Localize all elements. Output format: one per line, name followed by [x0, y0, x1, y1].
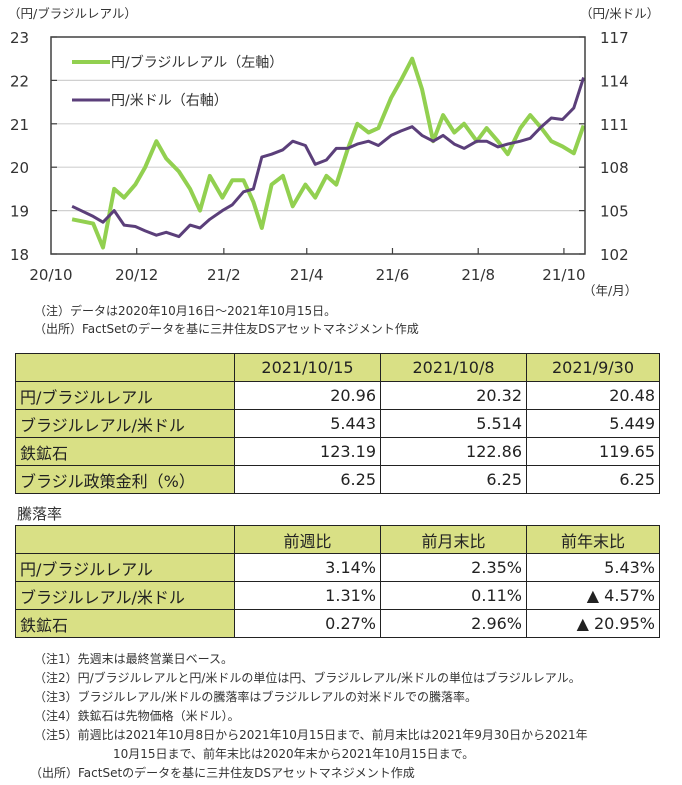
left-axis-ticks: 18 19 20 21 22 23	[10, 29, 57, 264]
cell-value: 2.35%	[380, 553, 527, 582]
right-tick-label: 102	[600, 246, 629, 264]
header-cell: 2021/10/8	[380, 353, 527, 382]
header-cell	[15, 353, 235, 382]
cell-value: 122.86	[380, 437, 527, 466]
header-cell: 前年末比	[526, 525, 660, 554]
series-lines	[71, 56, 586, 250]
x-tick-label: 21/8	[461, 266, 495, 284]
right-tick-label: 114	[600, 72, 629, 90]
row-label: 円/ブラジルレアル	[15, 381, 235, 410]
plot-frame	[50, 36, 586, 255]
table-row: ブラジルレアル/米ドル 1.31% 0.11% ▲ 4.57%	[15, 581, 660, 610]
table-row: ブラジル政策金利（%） 6.25 6.25 6.25	[15, 465, 660, 494]
table-row: ブラジルレアル/米ドル 5.443 5.514 5.449	[15, 409, 660, 438]
x-tick-label: 21/10	[542, 266, 585, 284]
row-label: ブラジルレアル/米ドル	[15, 409, 235, 438]
left-tick-label: 18	[10, 246, 29, 264]
x-tick-label: 21/4	[290, 266, 324, 284]
row-label: 円/ブラジルレアル	[15, 553, 235, 582]
series-line-jpy-usd	[71, 77, 586, 239]
header-cell: 前月末比	[380, 525, 527, 554]
cell-value: 1.31%	[234, 581, 381, 610]
x-tick-label: 21/6	[376, 266, 410, 284]
left-tick-label: 22	[10, 72, 29, 90]
cell-value: 0.11%	[380, 581, 527, 610]
cell-value: 3.14%	[234, 553, 381, 582]
cell-value: 5.514	[380, 409, 527, 438]
cell-value: ▲ 20.95%	[526, 609, 660, 638]
footnote-1: （注1）先週末は最終営業日ベース。	[34, 652, 234, 666]
chart-source: （出所）FactSetのデータを基に三井住友DSアセットマネジメント作成	[34, 322, 419, 336]
right-axis-ticks: 102 105 108 111 114 117	[579, 29, 629, 264]
row-label: 鉄鉱石	[15, 609, 235, 638]
right-tick-label: 108	[600, 159, 629, 177]
cell-value: 5.443	[234, 409, 381, 438]
footnote-2: （注2）円/ブラジルレアルと円/米ドルの単位は円、ブラジルレアル/米ドルの単位は…	[34, 671, 581, 685]
header-cell: 前週比	[234, 525, 381, 554]
table-row: 円/ブラジルレアル 20.96 20.32 20.48	[15, 381, 660, 410]
cell-value: ▲ 4.57%	[526, 581, 660, 610]
cell-value: 119.65	[526, 437, 660, 466]
change-rate-table: 前週比 前月末比 前年末比 円/ブラジルレアル 3.14% 2.35% 5.43…	[15, 525, 660, 638]
cell-value: 0.27%	[234, 609, 381, 638]
right-tick-label: 111	[600, 116, 629, 134]
left-tick-label: 19	[10, 203, 29, 221]
left-tick-label: 23	[10, 29, 29, 47]
x-tick-label: 20/10	[29, 266, 72, 284]
footnote-source: （出所）FactSetのデータを基に三井住友DSアセットマネジメント作成	[30, 766, 415, 780]
footnote-4: （注4）鉄鉱石は先物価格（米ドル）。	[34, 709, 240, 723]
series-line-jpy-brl	[71, 56, 586, 250]
right-tick-label: 117	[600, 29, 629, 47]
cell-value: 6.25	[380, 465, 527, 494]
x-axis-ticks: 20/10 20/12 21/2 21/4 21/6 21/8 21/10	[29, 248, 586, 284]
footnote-5-cont: 10月15日まで、前年末比は2020年末から2021年10月15日まで。	[113, 747, 475, 761]
legend-label-usd: 円/米ドル（右軸）	[111, 93, 228, 109]
x-tick-label: 21/2	[207, 266, 241, 284]
cell-value: 6.25	[234, 465, 381, 494]
table-header-row: 2021/10/15 2021/10/8 2021/9/30	[15, 353, 660, 382]
header-cell	[15, 525, 235, 554]
x-axis-unit: （年/月）	[583, 283, 637, 298]
left-tick-label: 20	[10, 159, 29, 177]
cell-value: 5.43%	[526, 553, 660, 582]
cell-value: 123.19	[234, 437, 381, 466]
cell-value: 5.449	[526, 409, 660, 438]
header-cell: 2021/10/15	[234, 353, 381, 382]
row-label: ブラジルレアル/米ドル	[15, 581, 235, 610]
footnote-3: （注3）ブラジルレアル/米ドルの騰落率はブラジルレアルの対米ドルでの騰落率。	[34, 690, 477, 704]
header-cell: 2021/9/30	[526, 353, 660, 382]
cell-value: 6.25	[526, 465, 660, 494]
right-tick-label: 105	[600, 203, 629, 221]
table-header-row: 前週比 前月末比 前年末比	[15, 525, 660, 554]
right-axis-unit: （円/米ドル）	[580, 6, 659, 21]
cell-value: 20.96	[234, 381, 381, 410]
x-tick-label: 20/12	[115, 266, 158, 284]
cell-value: 20.48	[526, 381, 660, 410]
footnote-5: （注5）前週比は2021年10月8日から2021年10月15日まで、前月末比は2…	[34, 728, 588, 742]
market-data-table: 2021/10/15 2021/10/8 2021/9/30 円/ブラジルレアル…	[15, 353, 660, 494]
left-axis-unit: （円/ブラジルレアル）	[8, 6, 137, 21]
change-rate-title: 騰落率	[17, 505, 63, 523]
cell-value: 2.96%	[380, 609, 527, 638]
legend: 円/ブラジルレアル（左軸） 円/米ドル（右軸）	[72, 54, 283, 109]
row-label: 鉄鉱石	[15, 437, 235, 466]
legend-label-brl: 円/ブラジルレアル（左軸）	[111, 54, 283, 71]
cell-value: 20.32	[380, 381, 527, 410]
row-label: ブラジル政策金利（%）	[15, 465, 235, 494]
left-tick-label: 21	[10, 116, 29, 134]
table-row: 鉄鉱石 0.27% 2.96% ▲ 20.95%	[15, 609, 660, 638]
table-row: 鉄鉱石 123.19 122.86 119.65	[15, 437, 660, 466]
table-row: 円/ブラジルレアル 3.14% 2.35% 5.43%	[15, 553, 660, 582]
chart-note: （注）データは2020年10月16日～2021年10月15日。	[34, 304, 337, 318]
gridlines	[51, 79, 585, 212]
